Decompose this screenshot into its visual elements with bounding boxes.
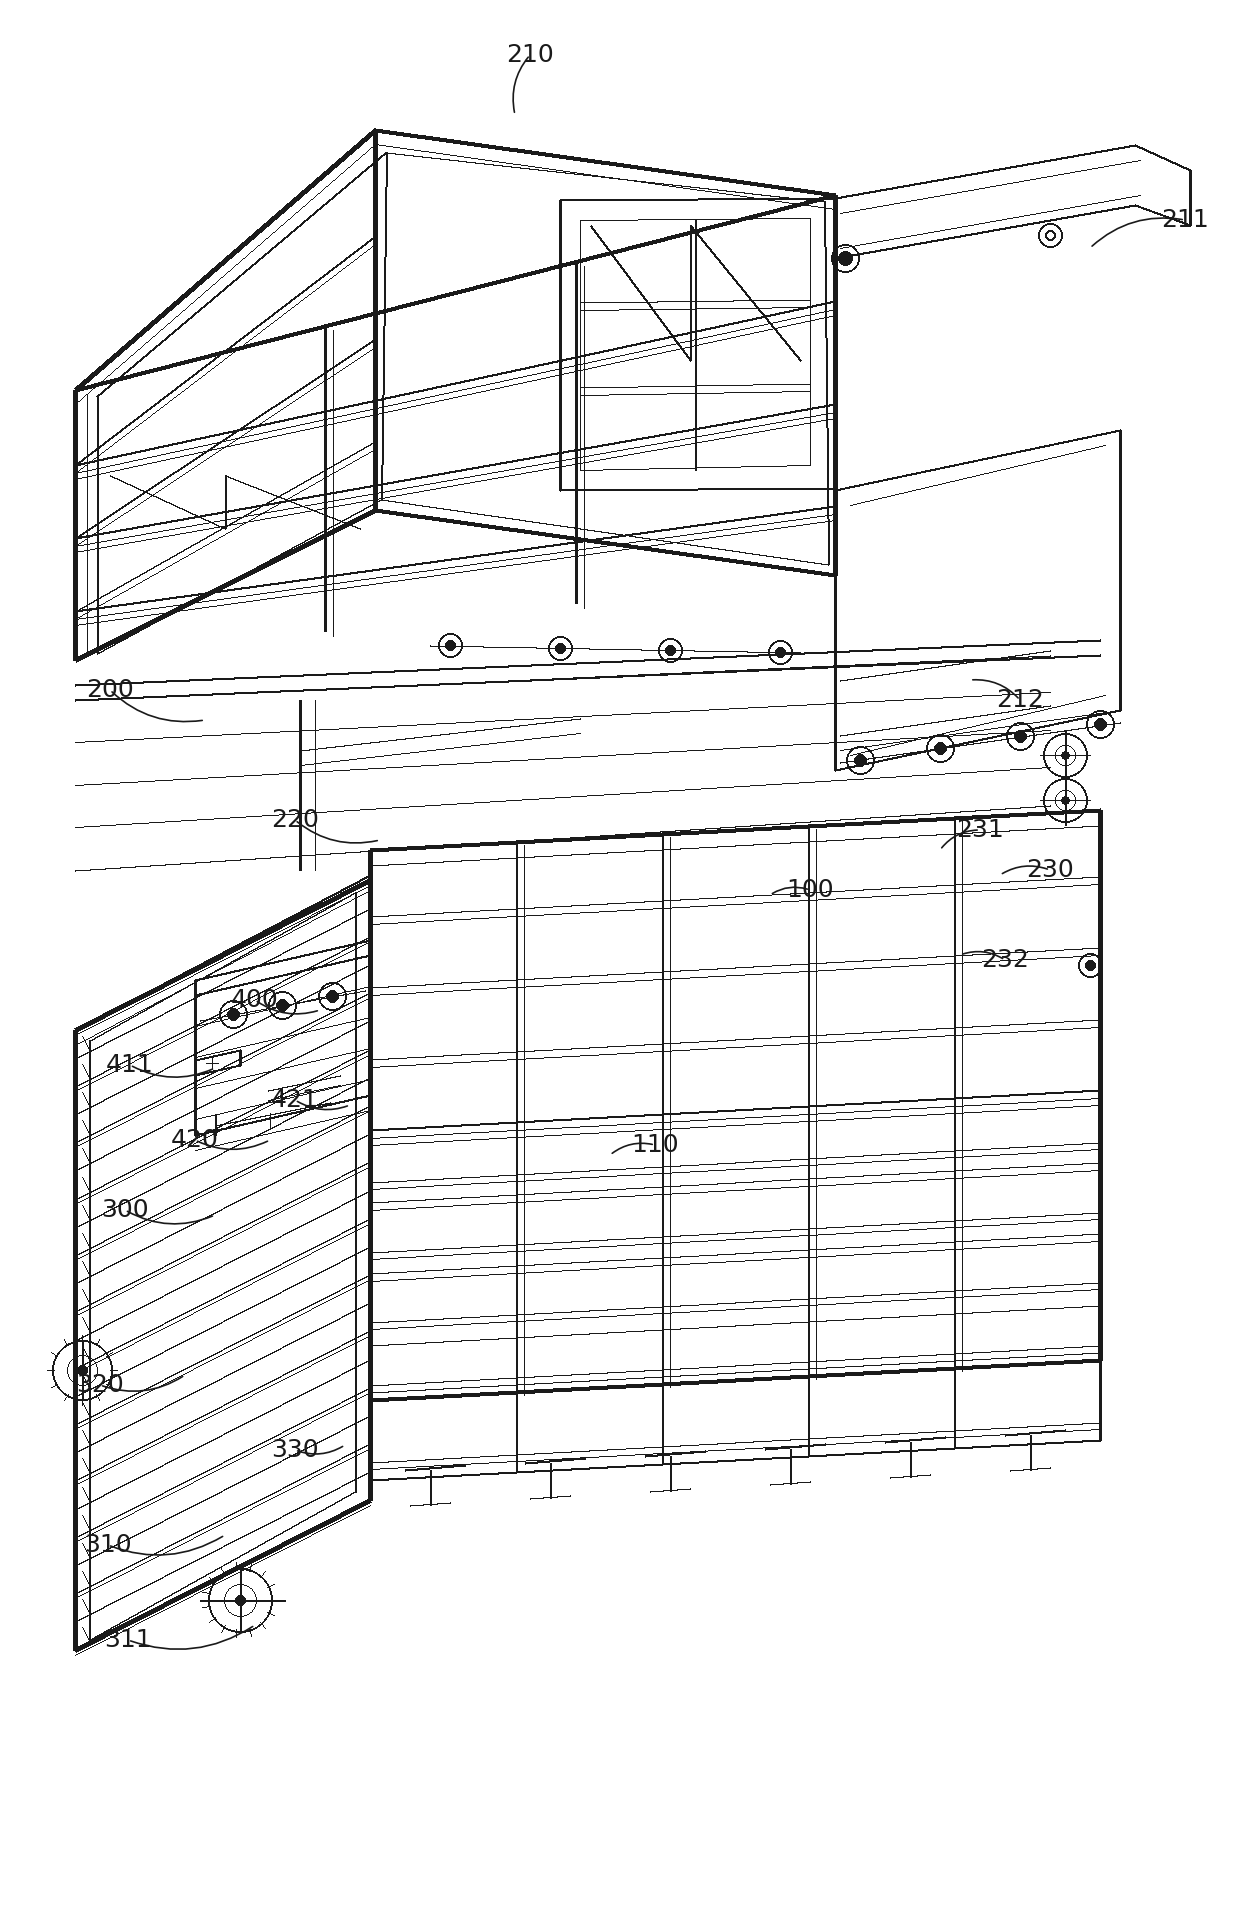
Text: 110: 110 [631, 1133, 678, 1156]
Text: 421: 421 [272, 1089, 319, 1112]
Text: 231: 231 [956, 818, 1004, 841]
Text: 400: 400 [231, 988, 279, 1011]
Text: 230: 230 [1027, 859, 1074, 882]
Text: 330: 330 [272, 1438, 319, 1463]
Text: 311: 311 [104, 1629, 151, 1652]
Text: 100: 100 [786, 878, 833, 901]
Text: 320: 320 [76, 1372, 124, 1397]
Text: 310: 310 [84, 1532, 131, 1558]
Text: 200: 200 [86, 677, 134, 703]
Text: 232: 232 [981, 948, 1029, 973]
Text: 300: 300 [102, 1199, 149, 1222]
Text: 420: 420 [171, 1127, 219, 1152]
Text: 411: 411 [107, 1054, 154, 1077]
Text: 212: 212 [996, 687, 1044, 712]
Text: 211: 211 [1161, 208, 1209, 232]
Text: 220: 220 [272, 809, 319, 832]
Text: 210: 210 [506, 42, 554, 68]
